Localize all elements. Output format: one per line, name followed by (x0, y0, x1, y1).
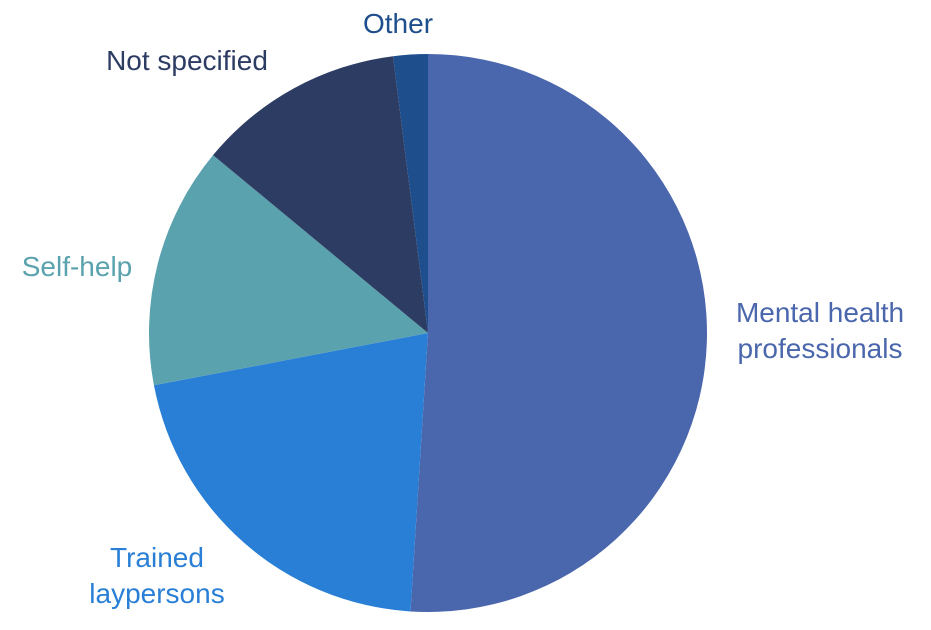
slice-label-other: Other (363, 8, 433, 39)
slice-label-self-help: Self-help (22, 251, 133, 282)
pie-slice-self-help (149, 155, 429, 386)
slice-label-line: laypersons (89, 578, 224, 609)
slice-label-line: Not specified (106, 45, 268, 76)
slice-label-line: professionals (738, 333, 903, 364)
pie-slice-other (393, 54, 428, 333)
pie-slice-trained-laypersons (153, 333, 428, 612)
pie-labels: Mental health professionals Trained laypers… (22, 8, 904, 609)
slice-label-line: Trained (110, 542, 204, 573)
slice-label-line: Self-help (22, 251, 133, 282)
slice-label-line: Mental health (736, 297, 904, 328)
pie-slice-mental-health-professionals (410, 54, 708, 613)
slice-label-not-specified: Not specified (106, 45, 268, 76)
slice-label-trained-laypersons: Trained laypersons (89, 542, 224, 609)
slice-label-line: Other (363, 8, 433, 39)
slice-label-mental-health-professionals: Mental health professionals (736, 297, 904, 364)
pie-slice-not-specified (213, 56, 428, 333)
pie-slices (149, 54, 708, 613)
